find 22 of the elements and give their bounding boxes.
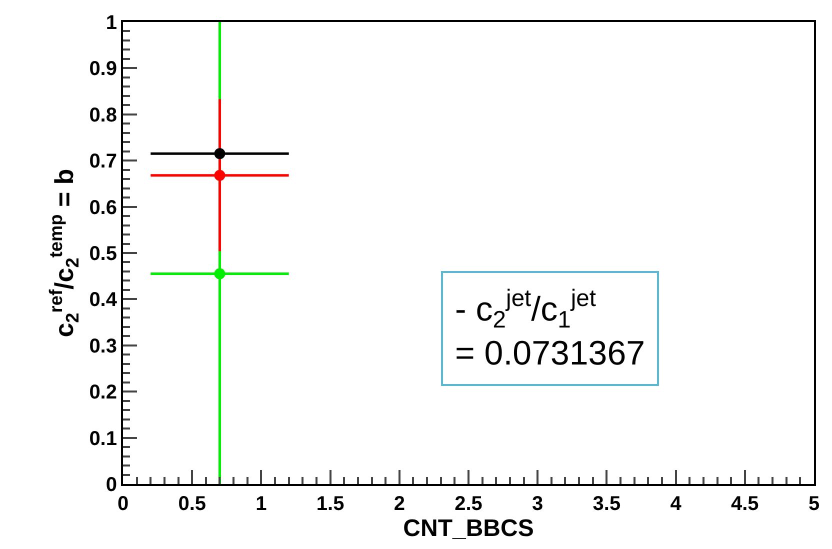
x-tick-label: 3: [532, 493, 544, 515]
x-tick-label: 0.5: [178, 493, 206, 515]
x-tick-label: 3.5: [592, 493, 621, 515]
x-tick-label: 1.5: [316, 493, 344, 515]
x-tick-label: 4: [670, 493, 682, 515]
x-tick-label: 2.5: [454, 493, 482, 515]
y-tick-label: 0.6: [89, 196, 117, 219]
y-tick-label: 0.5: [89, 243, 117, 265]
y-tick-label: 0.2: [89, 382, 117, 404]
y-tick-label: 0.9: [89, 58, 117, 80]
y-tick-label: 0.7: [89, 150, 117, 173]
x-axis-title: CNT_BBCS: [403, 515, 534, 542]
y-tick-label: 0.1: [89, 428, 117, 450]
x-tick-label: 1: [256, 493, 267, 515]
y-tick-label: 0.8: [89, 104, 117, 126]
x-tick-label: 2: [394, 493, 405, 515]
x-tick-label: 4.5: [730, 493, 759, 515]
y-tick-label: 0: [106, 474, 117, 496]
y-tick-label: 0.3: [89, 335, 117, 358]
x-tick-label: 5: [808, 493, 820, 515]
y-tick-label: 1: [106, 12, 117, 34]
y-tick-label: 0.4: [89, 289, 118, 312]
